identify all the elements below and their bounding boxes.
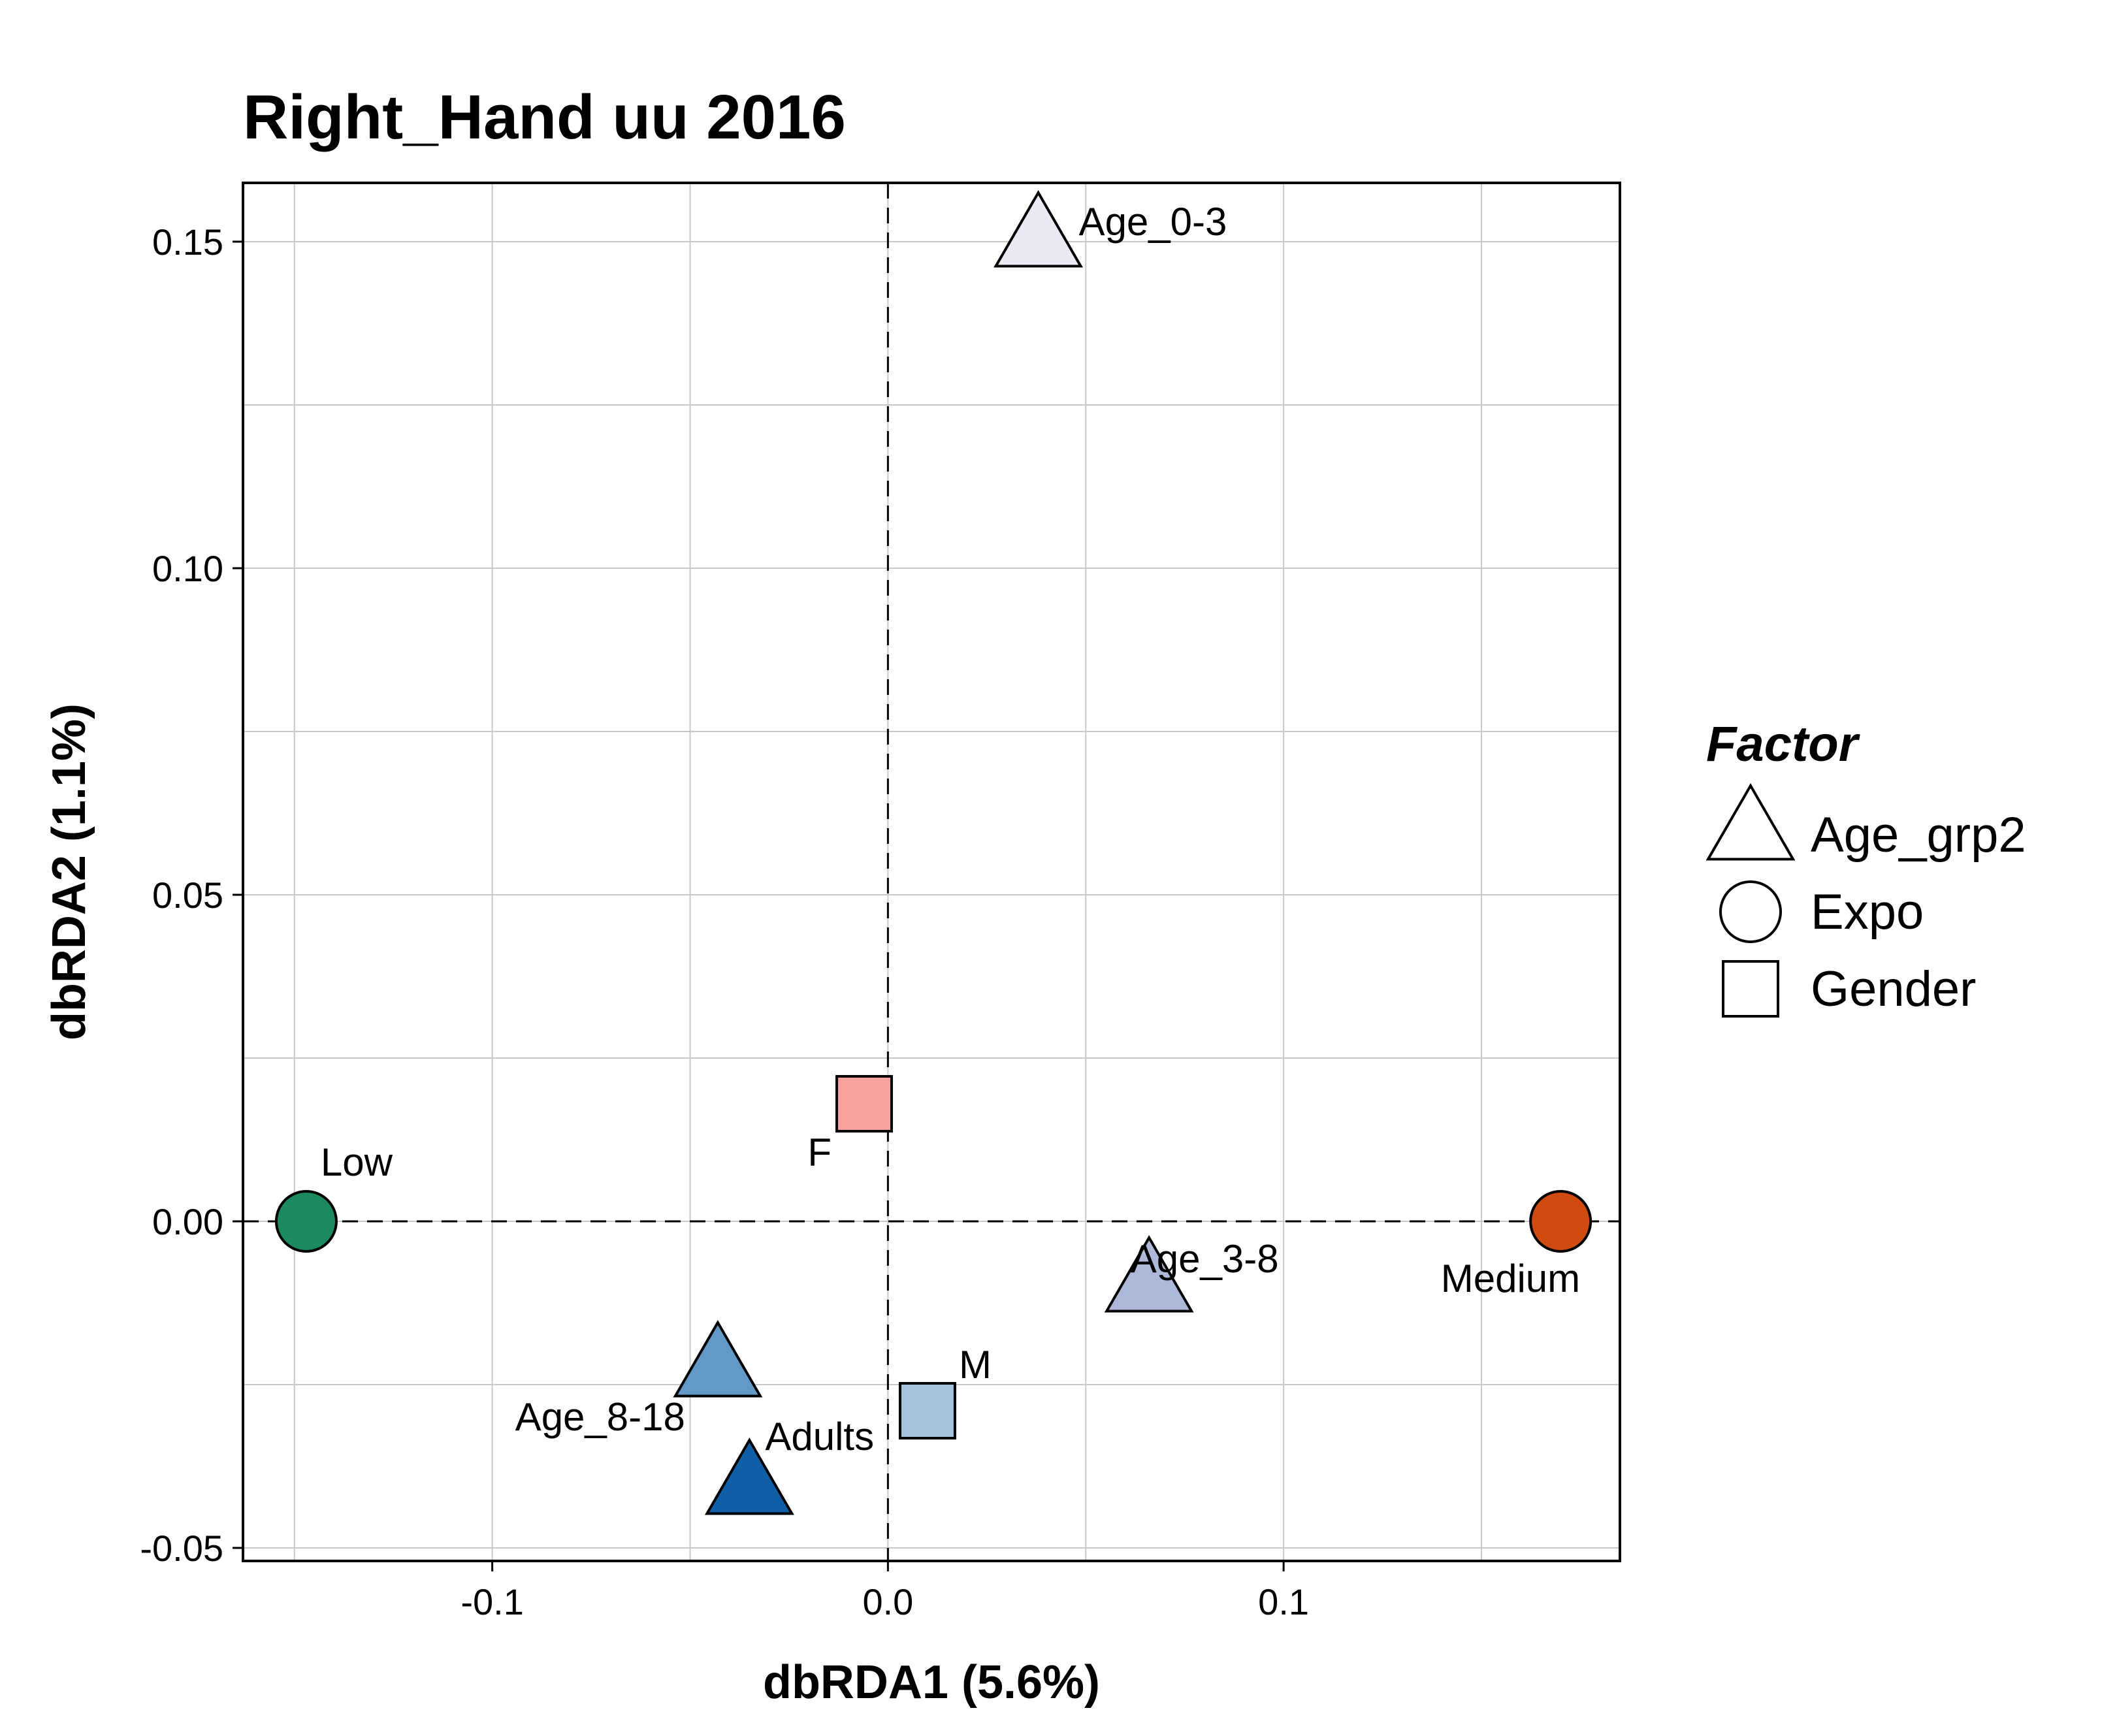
circle-marker — [274, 1190, 338, 1253]
x-tick-label: -0.1 — [461, 1581, 524, 1622]
point-age-8-18: Age_8-18 — [515, 1319, 763, 1439]
point-label: Age_3-8 — [1131, 1237, 1279, 1281]
legend-circle-icon — [1719, 880, 1782, 943]
triangle-marker — [673, 1319, 763, 1398]
triangle-marker — [704, 1437, 794, 1515]
point-label: Medium — [1441, 1257, 1580, 1300]
point-medium: Medium — [1441, 1190, 1592, 1300]
point-label: F — [807, 1131, 832, 1174]
triangle-marker — [1104, 1234, 1194, 1313]
y-tick-label: 0.00 — [152, 1201, 223, 1242]
point-low: Low — [274, 1140, 393, 1253]
legend-square-icon — [1722, 960, 1779, 1018]
point-label: Age_0-3 — [1079, 200, 1227, 244]
legend-entry-gender: Gender — [1722, 960, 1977, 1018]
legend-label: Age_grp2 — [1811, 807, 2026, 863]
axis-ticks: -0.1 0.0 0.1 -0.05 0.00 0.05 0.10 0.15 — [140, 221, 1309, 1622]
legend-triangle-icon — [1705, 782, 1796, 861]
chart-title: Right_Hand uu 2016 — [243, 82, 846, 152]
square-marker — [898, 1382, 956, 1439]
point-label: M — [959, 1343, 992, 1387]
square-marker — [835, 1075, 894, 1133]
data-points: Age_0-3 Age_3-8 Age_8-18 Adults Low Medium F M — [274, 189, 1592, 1515]
y-tick-label: 0.15 — [152, 221, 223, 263]
reference-lines — [243, 183, 1620, 1561]
point-label: Age_8-18 — [515, 1395, 685, 1439]
legend-title: Factor — [1706, 716, 1861, 772]
x-tick-label: 0.1 — [1258, 1581, 1309, 1622]
y-tick-label: 0.05 — [152, 875, 223, 916]
y-axis-title: dbRDA2 (1.1%) — [43, 703, 95, 1040]
circle-marker — [1529, 1190, 1592, 1253]
legend: Factor Age_grp2 Expo Gender — [1705, 716, 2026, 1018]
legend-entry-expo: Expo — [1719, 880, 1924, 943]
point-f: F — [807, 1075, 894, 1174]
x-axis-title: dbRDA1 (5.6%) — [763, 1656, 1100, 1709]
legend-label: Gender — [1811, 961, 1977, 1017]
y-tick-label: -0.05 — [140, 1528, 223, 1569]
legend-entry-age-grp2: Age_grp2 — [1705, 782, 2026, 863]
point-age-3-8: Age_3-8 — [1104, 1234, 1279, 1313]
point-label: Adults — [765, 1415, 874, 1458]
point-adults: Adults — [704, 1415, 874, 1515]
x-tick-label: 0.0 — [862, 1581, 913, 1622]
y-tick-label: 0.10 — [152, 548, 223, 589]
point-age-0-3: Age_0-3 — [994, 189, 1227, 268]
point-label: Low — [321, 1140, 393, 1184]
plot-panel-border — [242, 182, 1621, 1562]
legend-label: Expo — [1811, 884, 1924, 940]
point-m: M — [898, 1343, 992, 1439]
triangle-marker — [994, 189, 1084, 268]
